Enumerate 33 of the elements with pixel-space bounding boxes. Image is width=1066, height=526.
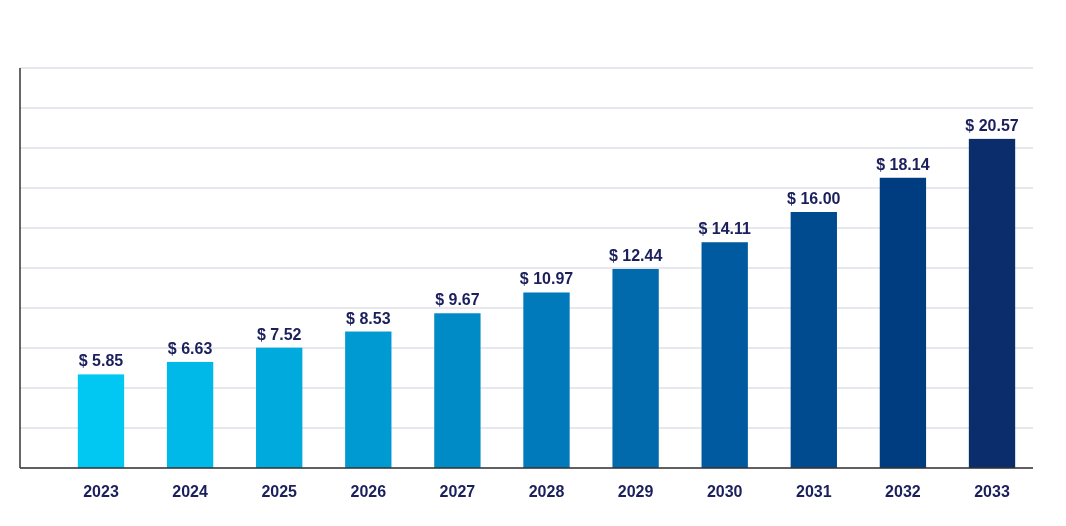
data-label: $ 10.97 bbox=[519, 270, 574, 288]
x-tick-label: 2028 bbox=[528, 483, 565, 500]
data-label: $ 12.44 bbox=[608, 246, 663, 264]
bar bbox=[77, 374, 125, 468]
data-label: $ 9.67 bbox=[435, 291, 480, 309]
bar bbox=[256, 347, 303, 468]
x-tick-label: 2029 bbox=[617, 483, 654, 500]
x-tick-label: 2031 bbox=[796, 483, 832, 500]
data-label: $ 20.57 bbox=[965, 116, 1019, 134]
data-label: $ 18.14 bbox=[876, 155, 930, 173]
bar bbox=[879, 177, 927, 468]
x-tick-label: 2024 bbox=[172, 483, 208, 500]
data-label: $ 7.52 bbox=[256, 325, 302, 343]
x-tick-label: 2032 bbox=[885, 483, 921, 500]
bar bbox=[345, 331, 392, 468]
bar bbox=[434, 313, 481, 468]
data-label: $ 6.63 bbox=[167, 339, 213, 357]
bar bbox=[166, 361, 214, 468]
data-label: $ 8.53 bbox=[346, 309, 391, 327]
bar bbox=[612, 268, 659, 468]
x-tick-label: 2023 bbox=[83, 483, 119, 500]
data-label: $ 16.00 bbox=[787, 190, 841, 207]
bar bbox=[701, 242, 748, 468]
x-tick-label: 2026 bbox=[350, 483, 387, 500]
bar bbox=[523, 292, 570, 468]
bar bbox=[790, 212, 837, 468]
bar bbox=[968, 138, 1016, 468]
data-label: $ 14.11 bbox=[698, 220, 752, 238]
x-tick-label: 2030 bbox=[706, 483, 743, 500]
x-tick-label: 2027 bbox=[439, 483, 476, 500]
x-tick-label: 2025 bbox=[261, 483, 298, 500]
x-tick-label: 2033 bbox=[974, 483, 1010, 500]
data-label: $ 5.85 bbox=[78, 352, 124, 370]
